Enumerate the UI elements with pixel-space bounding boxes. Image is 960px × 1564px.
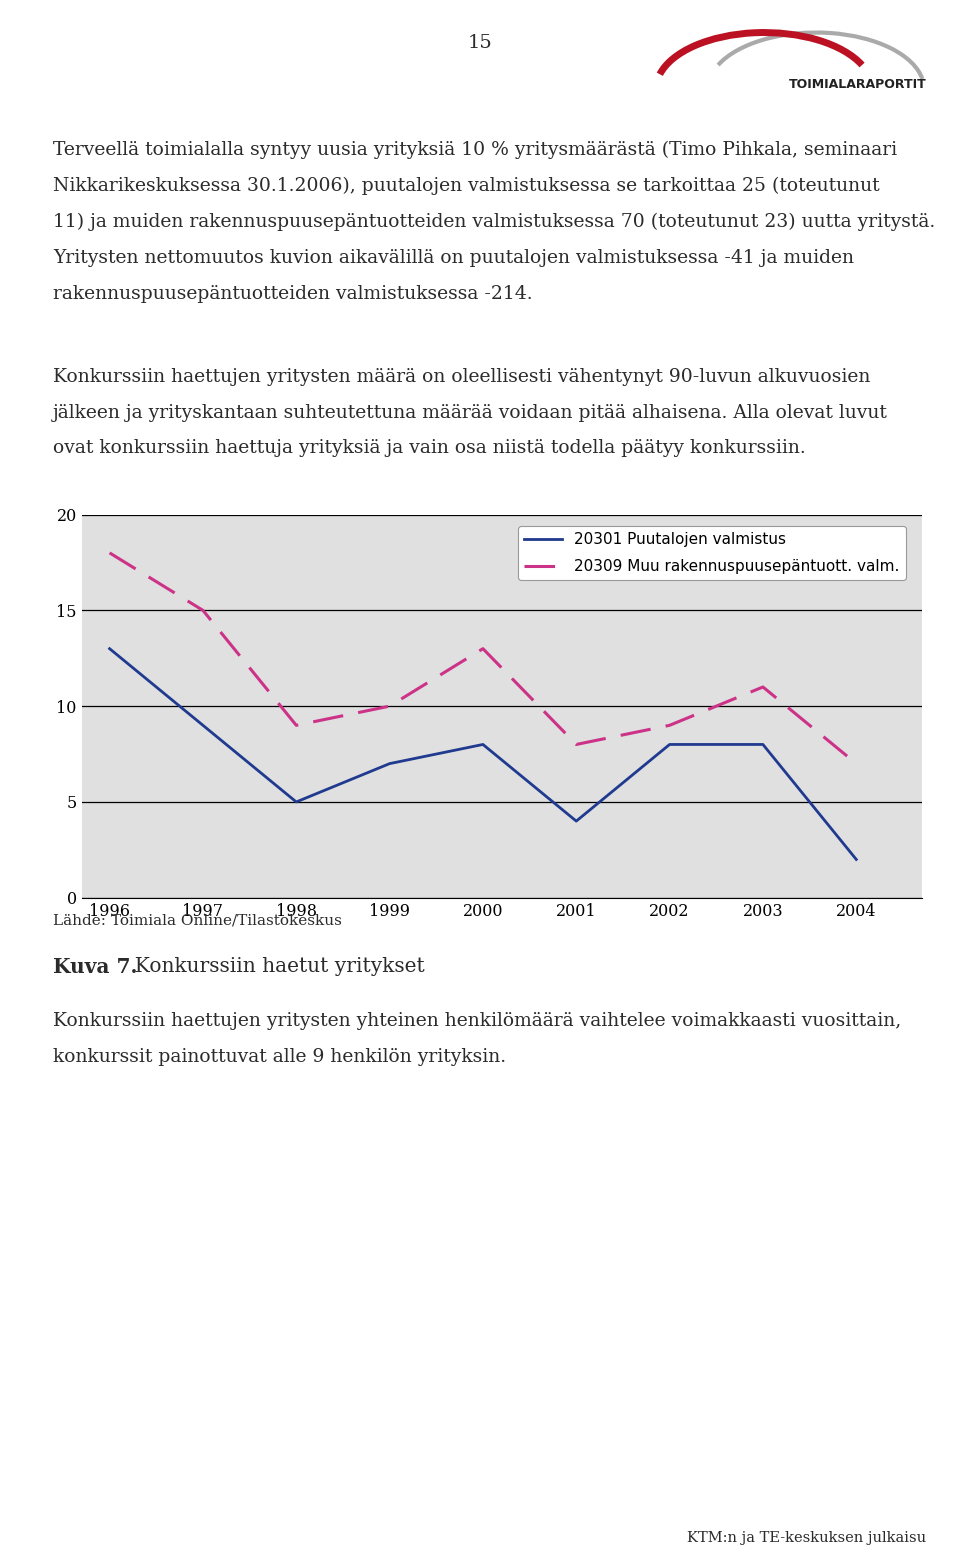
Text: TOIMIALARAPORTIT: TOIMIALARAPORTIT [789,78,926,91]
Text: Nikkarikeskuksessa 30.1.2006), puutalojen valmistuksessa se tarkoittaa 25 (toteu: Nikkarikeskuksessa 30.1.2006), puutaloje… [53,177,879,196]
Text: ovat konkurssiin haettuja yrityksiä ja vain osa niistä todella päätyy konkurssii: ovat konkurssiin haettuja yrityksiä ja v… [53,439,805,458]
Text: Yritysten nettomuutos kuvion aikavälillä on puutalojen valmistuksessa -41 ja mui: Yritysten nettomuutos kuvion aikavälillä… [53,249,853,267]
Text: Konkurssiin haettujen yritysten määrä on oleellisesti vähentynyt 90-luvun alkuvu: Konkurssiin haettujen yritysten määrä on… [53,368,870,386]
Text: Kuva 7.: Kuva 7. [53,957,137,978]
Text: 11) ja muiden rakennuspuusepäntuotteiden valmistuksessa 70 (toteutunut 23) uutta: 11) ja muiden rakennuspuusepäntuotteiden… [53,213,935,231]
Text: konkurssit painottuvat alle 9 henkilön yrityksin.: konkurssit painottuvat alle 9 henkilön y… [53,1048,506,1067]
Text: KTM:n ja TE-keskuksen julkaisu: KTM:n ja TE-keskuksen julkaisu [687,1531,926,1545]
Legend: 20301 Puutalojen valmistus, 20309 Muu rakennuspuusepäntuott. valm.: 20301 Puutalojen valmistus, 20309 Muu ra… [517,526,905,580]
Text: Lähde: Toimiala Online/Tilastokeskus: Lähde: Toimiala Online/Tilastokeskus [53,913,342,927]
Text: rakennuspuusepäntuotteiden valmistuksessa -214.: rakennuspuusepäntuotteiden valmistuksess… [53,285,533,303]
Text: Terveellä toimialalla syntyy uusia yrityksiä 10 % yritysmäärästä (Timo Pihkala, : Terveellä toimialalla syntyy uusia yrity… [53,141,897,160]
Text: jälkeen ja yrityskantaan suhteutettuna määrää voidaan pitää alhaisena. Alla olev: jälkeen ja yrityskantaan suhteutettuna m… [53,404,888,422]
Text: Konkurssiin haettujen yritysten yhteinen henkilömäärä vaihtelee voimakkaasti vuo: Konkurssiin haettujen yritysten yhteinen… [53,1012,901,1031]
Text: 15: 15 [468,34,492,53]
Text: Konkurssiin haetut yritykset: Konkurssiin haetut yritykset [122,957,424,976]
